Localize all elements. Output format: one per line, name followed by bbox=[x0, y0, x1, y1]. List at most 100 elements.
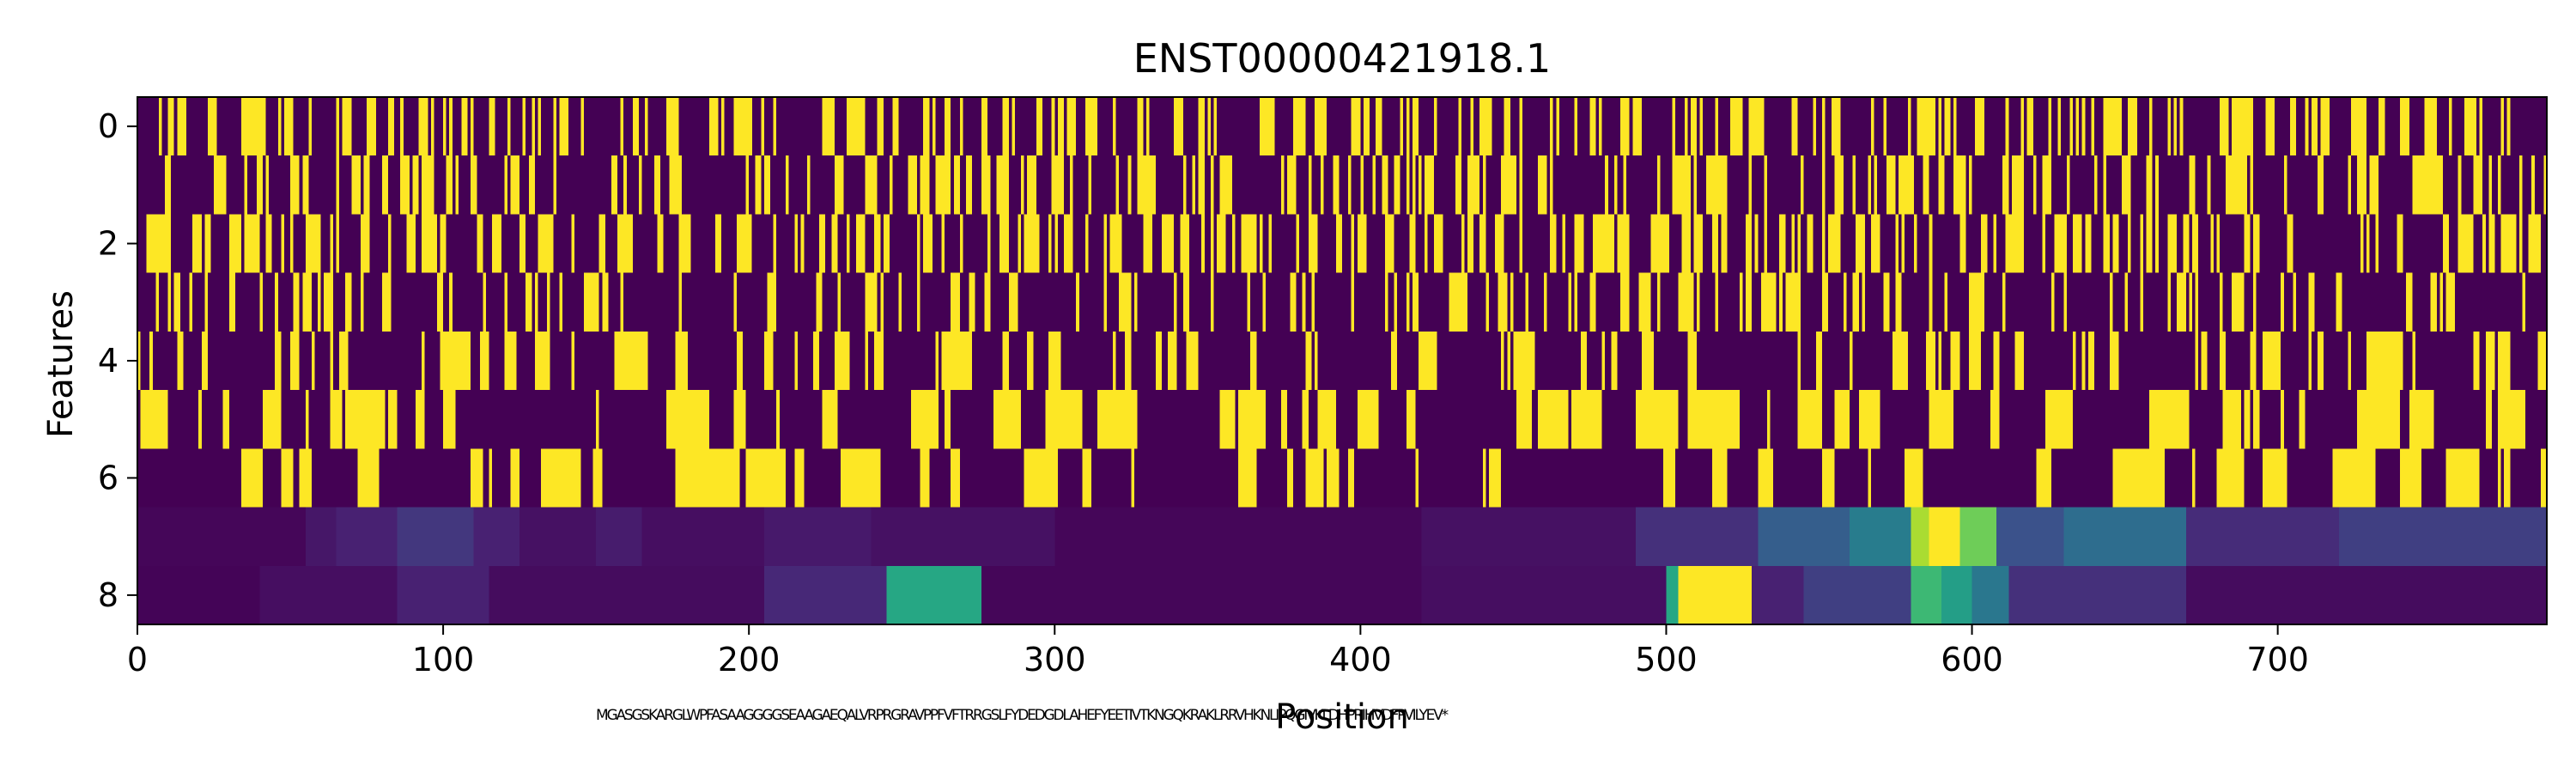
heatmap-cell bbox=[1519, 214, 1523, 273]
heatmap-cell bbox=[2379, 97, 2385, 156]
heatmap-cell bbox=[2232, 272, 2245, 332]
heatmap-cell bbox=[149, 331, 153, 391]
heatmap-cell bbox=[1748, 97, 1765, 156]
heatmap-cell bbox=[2406, 272, 2413, 332]
heatmap-cell bbox=[1899, 155, 1914, 215]
heatmap-cell bbox=[2216, 214, 2220, 273]
heatmap-cell bbox=[1856, 214, 1865, 273]
heatmap-cell bbox=[293, 272, 300, 332]
heatmap-cell bbox=[1959, 507, 1997, 566]
heatmap-cell bbox=[1286, 155, 1297, 215]
heatmap-cell bbox=[666, 390, 709, 449]
heatmap-cell bbox=[510, 448, 520, 508]
heatmap-cell bbox=[1589, 272, 1596, 332]
heatmap-cell bbox=[763, 155, 771, 215]
heatmap-cell bbox=[519, 214, 526, 273]
heatmap-cell bbox=[387, 214, 392, 273]
heatmap-cell bbox=[477, 214, 483, 273]
heatmap-cell bbox=[559, 272, 562, 332]
heatmap-cell bbox=[1656, 272, 1661, 332]
heatmap-cell bbox=[1807, 214, 1814, 273]
y-tick-label: 0 bbox=[98, 107, 118, 145]
heatmap-cell bbox=[473, 507, 520, 566]
heatmap-cell bbox=[1305, 448, 1324, 508]
heatmap-cell bbox=[2149, 390, 2190, 449]
heatmap-cell bbox=[1425, 214, 1428, 273]
heatmap-cell bbox=[1335, 214, 1342, 273]
heatmap-cell bbox=[2066, 155, 2070, 215]
heatmap-cell bbox=[1308, 155, 1312, 215]
heatmap-cell bbox=[666, 97, 679, 156]
heatmap-cell bbox=[455, 155, 459, 215]
heatmap-cell bbox=[614, 331, 648, 391]
heatmap-cell bbox=[2397, 214, 2403, 273]
heatmap-cell bbox=[1084, 97, 1098, 156]
heatmap-cell bbox=[422, 155, 434, 215]
heatmap-cell bbox=[1327, 448, 1340, 508]
heatmap-cell bbox=[1372, 155, 1376, 215]
heatmap-cell bbox=[2005, 97, 2009, 156]
heatmap-cell bbox=[522, 97, 526, 156]
heatmap-cell bbox=[265, 155, 270, 215]
heatmap-cell bbox=[177, 97, 186, 156]
heatmap-cell bbox=[1024, 214, 1040, 273]
heatmap-cell bbox=[951, 448, 960, 508]
heatmap-cell bbox=[167, 272, 172, 332]
heatmap-cell bbox=[999, 214, 1009, 273]
heatmap-cell bbox=[1455, 155, 1461, 215]
heatmap-cell bbox=[528, 155, 535, 215]
heatmap-cell bbox=[785, 155, 789, 215]
heatmap-cell bbox=[1133, 272, 1138, 332]
heatmap-cell bbox=[397, 507, 474, 566]
heatmap-cell bbox=[1785, 272, 1801, 332]
heatmap-cell bbox=[2045, 390, 2074, 449]
heatmap-cell bbox=[773, 214, 777, 273]
heatmap-cell bbox=[2128, 97, 2137, 156]
heatmap-cell bbox=[1259, 214, 1263, 273]
heatmap-cell bbox=[1250, 331, 1257, 391]
heatmap-cell bbox=[831, 214, 838, 273]
y-tick-label: 8 bbox=[98, 576, 118, 614]
heatmap-cell bbox=[342, 97, 352, 156]
heatmap-cell bbox=[228, 272, 235, 332]
heatmap-cell bbox=[532, 97, 535, 156]
heatmap-cell bbox=[275, 272, 278, 332]
heatmap-cell bbox=[290, 331, 300, 391]
heatmap-cell bbox=[1779, 272, 1783, 332]
heatmap-cell bbox=[2073, 331, 2076, 391]
heatmap-cell bbox=[1895, 214, 1899, 273]
heatmap-cell bbox=[1574, 214, 1584, 273]
heatmap-cell bbox=[1666, 565, 1679, 624]
heatmap-cell bbox=[1662, 448, 1676, 508]
heatmap-cell bbox=[1556, 97, 1559, 156]
heatmap-cell bbox=[440, 331, 471, 391]
heatmap-cell bbox=[1088, 155, 1091, 215]
heatmap-cell bbox=[1971, 565, 2009, 624]
heatmap-cell bbox=[1400, 97, 1404, 156]
heatmap-cell bbox=[256, 155, 263, 215]
heatmap-cell bbox=[2253, 272, 2257, 332]
heatmap-cell bbox=[228, 214, 242, 273]
heatmap-cell bbox=[1687, 331, 1698, 391]
heatmap-cell bbox=[2051, 272, 2055, 332]
x-tick-label: 700 bbox=[2246, 641, 2309, 679]
heatmap-cell bbox=[1070, 155, 1073, 215]
heatmap-cell bbox=[1168, 331, 1177, 391]
heatmap-cell bbox=[1711, 448, 1728, 508]
heatmap-cell bbox=[571, 214, 575, 273]
heatmap-cell bbox=[1815, 331, 1823, 391]
heatmap-cell bbox=[1384, 272, 1388, 332]
heatmap-cell bbox=[1360, 155, 1364, 215]
heatmap-cell bbox=[2063, 507, 2186, 566]
plot-area bbox=[137, 97, 2547, 624]
heatmap-row-5 bbox=[137, 390, 2547, 449]
heatmap-cell bbox=[2173, 97, 2178, 156]
heatmap-cell bbox=[330, 390, 343, 449]
heatmap-cell bbox=[620, 272, 624, 332]
heatmap-cell bbox=[1308, 214, 1318, 273]
heatmap-cell bbox=[1280, 155, 1285, 215]
heatmap-cell bbox=[244, 214, 260, 273]
heatmap-cell bbox=[596, 507, 642, 566]
heatmap-cell bbox=[969, 272, 975, 332]
heatmap-cell bbox=[880, 272, 884, 332]
